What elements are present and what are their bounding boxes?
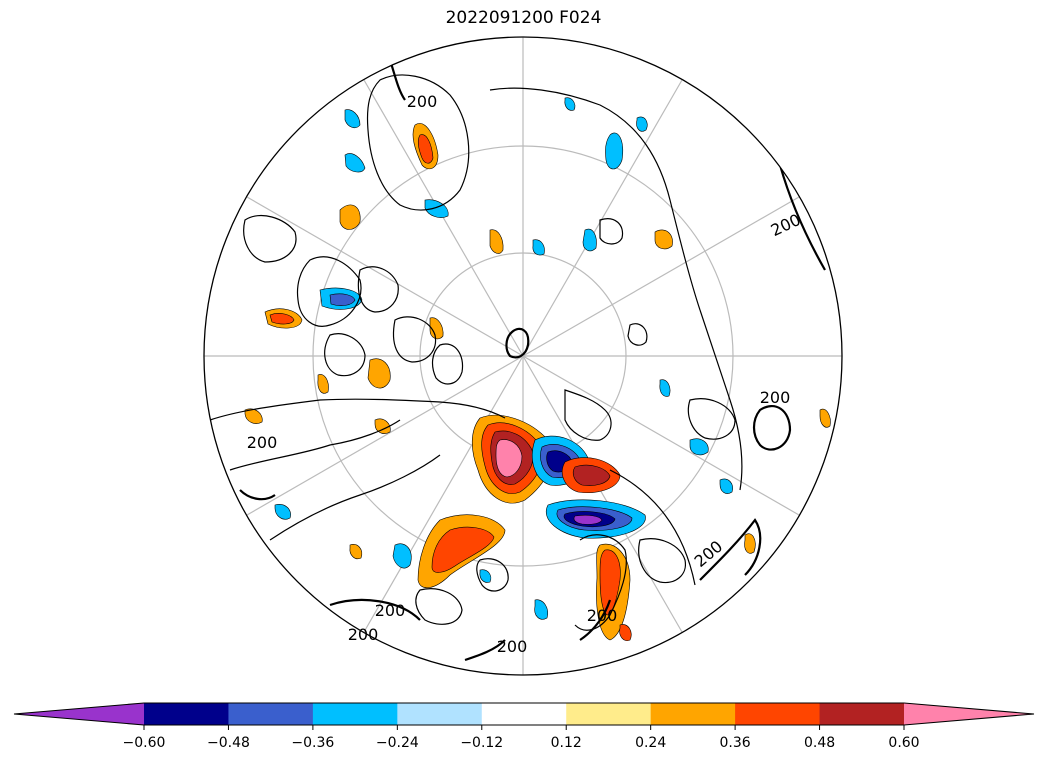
colorbar-tick-label: 0.12 (551, 735, 582, 751)
colorbar-tick-label: −0.48 (207, 735, 250, 751)
colorbar-extend-min (14, 703, 144, 725)
plot-title: 2022091200 F024 (445, 8, 602, 28)
contour-200 (239, 59, 826, 662)
contour-label: 200 (497, 637, 528, 656)
contour-label: 200 (587, 606, 618, 625)
colorbar-extend-max (904, 703, 1034, 725)
colorbar-ticks: −0.60 −0.48 −0.36 −0.24 −0.12 0.12 0.24 0.36 0.4… (123, 725, 920, 751)
colorbar-segment (397, 703, 483, 725)
polar-map: 200 200 200 200 200 200 200 200 200 (203, 36, 843, 676)
colorbar-tick-label: 0.48 (804, 735, 835, 751)
colorbar-segment (650, 703, 736, 725)
contour-label: 200 (247, 433, 278, 452)
colorbar-segment (144, 703, 229, 725)
colorbar-tick-label: −0.36 (291, 735, 334, 751)
anomaly-field (244, 97, 831, 641)
coastlines (209, 74, 743, 631)
colorbar-segment (819, 703, 905, 725)
colorbar-segment (566, 703, 652, 725)
meridian-line (363, 355, 524, 633)
meridian-line (522, 355, 683, 633)
contour-label: 200 (407, 92, 438, 111)
meridian-line (246, 196, 524, 357)
contour-label: 200 (348, 625, 379, 644)
meridian-line (363, 79, 524, 357)
meridian-line (246, 355, 524, 516)
meridian-line (522, 196, 800, 357)
colorbar-tick-label: −0.60 (123, 735, 166, 751)
graticule (204, 37, 842, 675)
colorbar-segment (312, 703, 398, 725)
colorbar-tick-label: 0.24 (635, 735, 666, 751)
colorbar-tick-label: −0.12 (460, 735, 503, 751)
meridian-line (522, 79, 683, 357)
colorbar-segments (144, 703, 905, 725)
colorbar-tick-label: 0.60 (888, 735, 919, 751)
map-border (203, 36, 843, 676)
contour-label: 200 (760, 388, 791, 407)
colorbar-segment (735, 703, 821, 725)
colorbar-segment (481, 703, 567, 725)
meridian-line (522, 355, 800, 516)
colorbar-segment (228, 703, 314, 725)
colorbar: −0.60 −0.48 −0.36 −0.24 −0.12 0.12 0.24 0.36 0.4… (13, 702, 1035, 751)
colorbar-tick-label: −0.24 (376, 735, 419, 751)
colorbar-tick-label: 0.36 (720, 735, 751, 751)
contour-label: 200 (375, 601, 406, 620)
